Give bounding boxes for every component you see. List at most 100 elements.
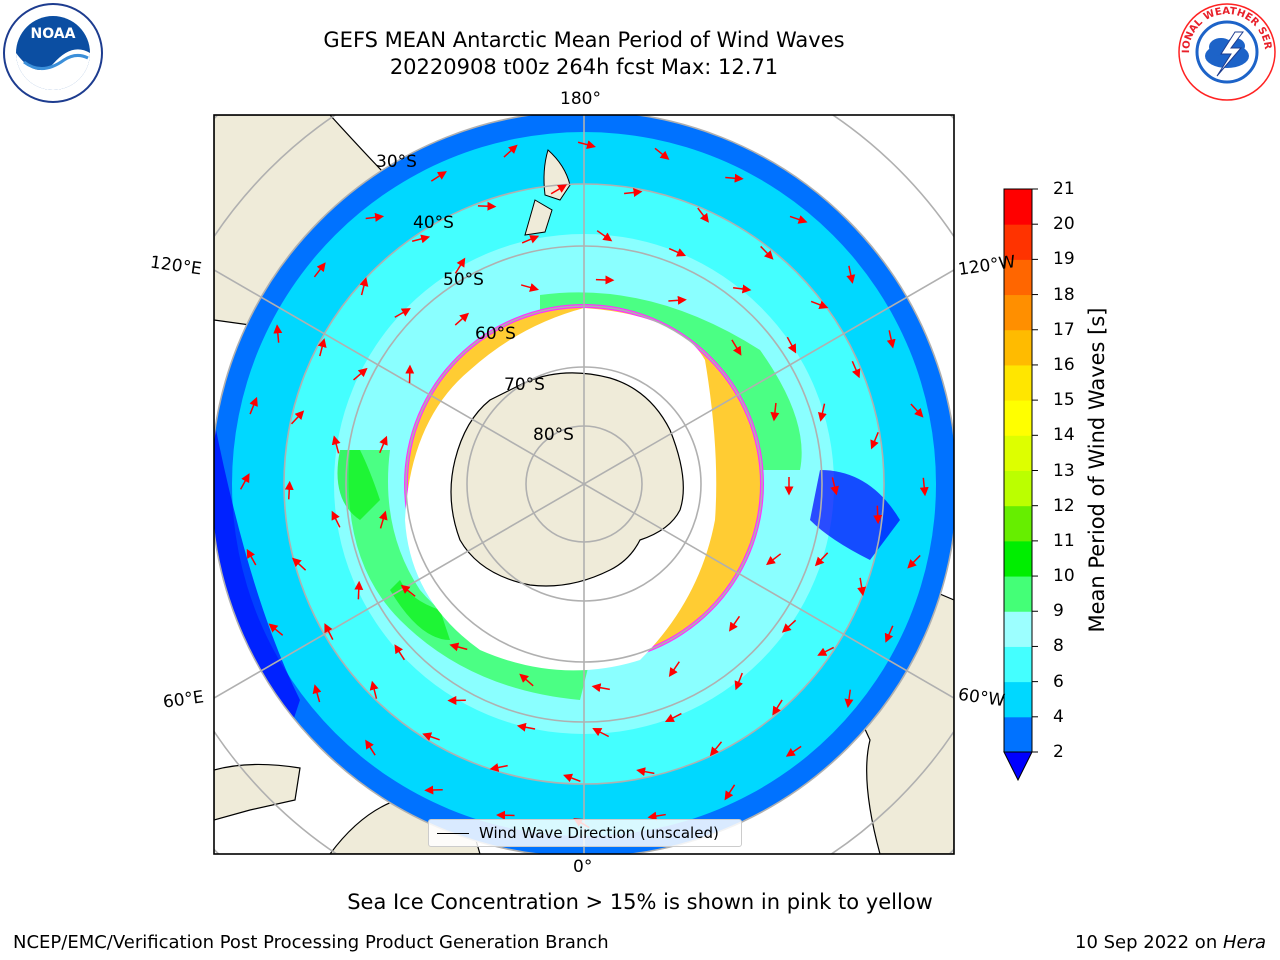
wind-arrow xyxy=(550,184,568,195)
wind-arrow xyxy=(239,473,250,490)
chart-title: GEFS MEAN Antarctic Mean Period of Wind … xyxy=(323,28,845,52)
map-legend: Wind Wave Direction (unscaled) xyxy=(428,819,742,847)
colorbar-segment xyxy=(1004,400,1032,436)
wind-arrow xyxy=(734,672,743,691)
colorbar-segment xyxy=(1004,259,1032,296)
lon-label-0: 0° xyxy=(573,857,593,877)
colorbar-segment xyxy=(1004,611,1032,647)
wind-arrow xyxy=(668,661,680,678)
lat-label: 70°S xyxy=(504,375,545,395)
wind-arrow xyxy=(596,230,613,242)
colorbar-segment xyxy=(1004,364,1032,401)
wind-arrow xyxy=(290,410,305,425)
colorbar-segment xyxy=(1004,576,1032,612)
colorbar-tick-label: 2 xyxy=(1053,742,1064,762)
wind-arrow xyxy=(273,324,283,343)
wind-arrow xyxy=(817,646,835,656)
wind-arrow xyxy=(591,683,610,693)
wind-arrow xyxy=(919,477,929,497)
wind-arrow xyxy=(268,623,284,636)
colorbar-segment xyxy=(1004,329,1032,366)
wind-arrow xyxy=(786,336,797,354)
wind-arrow xyxy=(400,584,416,597)
wind-arrow xyxy=(449,642,468,652)
colorbar-segment xyxy=(1004,716,1032,753)
wind-arrow xyxy=(664,712,682,723)
noaa-logo: NOAA xyxy=(3,3,103,103)
wind-arrow xyxy=(724,784,736,801)
wind-arrow xyxy=(851,360,861,379)
wind-arrow xyxy=(647,811,666,821)
wind-arrow xyxy=(324,623,334,640)
lat-label: 60°S xyxy=(475,324,516,344)
colorbar-tick-label: 11 xyxy=(1053,530,1075,551)
wind-arrow xyxy=(454,312,470,326)
wind-arrow xyxy=(422,732,440,741)
colorbar-tick-label: 21 xyxy=(1053,179,1075,199)
wind-arrow xyxy=(731,339,742,356)
wind-arrow xyxy=(331,435,341,454)
footer-host: Hera xyxy=(1222,932,1266,953)
wind-arrow xyxy=(454,257,466,274)
wind-arrow xyxy=(284,480,294,500)
wind-arrow xyxy=(379,435,388,454)
colorbar-tick-label: 14 xyxy=(1053,425,1075,446)
wind-arrow xyxy=(636,767,655,777)
colorbar-tick-label: 6 xyxy=(1053,671,1064,692)
colorbar xyxy=(1003,188,1038,782)
wind-arrow xyxy=(870,431,879,450)
wind-arrow xyxy=(810,300,829,310)
legend-line-swatch xyxy=(437,832,469,834)
wind-arrow xyxy=(818,403,827,422)
wind-arrow xyxy=(910,403,924,418)
map-frame xyxy=(213,114,955,855)
wind-arrow xyxy=(291,557,307,571)
wind-arrow xyxy=(353,367,368,381)
wind-arrow xyxy=(830,477,839,496)
wind-arrow xyxy=(781,619,797,633)
wind-arrow xyxy=(886,330,896,349)
caption: Sea Ice Concentration > 15% is shown in … xyxy=(347,890,933,914)
chart-subtitle: 20220908 t00z 264h fcst Max: 12.71 xyxy=(389,55,779,79)
wind-arrow xyxy=(770,402,780,422)
footer-right: 10 Sep 2022 on Hera xyxy=(1075,932,1266,953)
wind-arrow xyxy=(503,144,518,158)
wind-arrow xyxy=(394,644,405,661)
colorbar-segment xyxy=(1004,470,1032,507)
wind-arrow xyxy=(732,284,752,294)
wind-arrow xyxy=(668,295,687,305)
lat-label: 30°S xyxy=(376,152,417,172)
colorbar-tick-label: 15 xyxy=(1053,390,1075,411)
wind-arrow xyxy=(246,548,257,566)
wind-arrow xyxy=(668,247,687,257)
wind-arrow xyxy=(857,577,867,597)
wind-arrow xyxy=(846,265,856,284)
colorbar-tick-label: 13 xyxy=(1053,460,1075,481)
wind-arrow xyxy=(354,580,364,600)
wind-arrow xyxy=(873,505,883,525)
wind-arrow xyxy=(844,689,854,709)
wind-arrow xyxy=(884,625,894,643)
wind-arrow xyxy=(365,739,376,756)
wind-arrow xyxy=(760,245,774,260)
wind-arrow xyxy=(563,773,581,783)
wind-arrow xyxy=(369,680,379,699)
footer-left: NCEP/EMC/Verification Post Processing Pr… xyxy=(13,932,609,953)
colorbar-segment xyxy=(1004,294,1032,331)
wind-arrow xyxy=(729,615,741,632)
colorbar-tick-label: 18 xyxy=(1053,284,1075,305)
antarctica xyxy=(450,372,684,587)
lat-label: 50°S xyxy=(443,270,484,290)
colorbar-tick-label: 17 xyxy=(1053,319,1075,340)
wind-arrow xyxy=(725,173,744,183)
colorbar-segment xyxy=(1004,435,1032,471)
wind-arrow xyxy=(592,728,610,738)
wind-arrow xyxy=(624,188,643,197)
colorbar-segment xyxy=(1004,505,1032,542)
wind-arrow xyxy=(365,212,385,222)
wind-arrow xyxy=(313,262,326,278)
colorbar-segment xyxy=(1004,189,1032,225)
wind-arrow xyxy=(359,277,369,296)
wind-arrow xyxy=(814,552,829,567)
